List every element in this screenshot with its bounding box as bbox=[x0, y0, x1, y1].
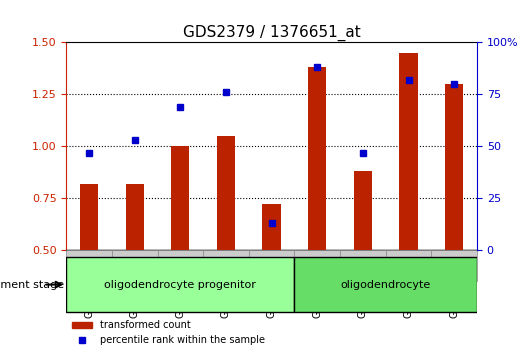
Bar bbox=[112, 250, 157, 281]
Bar bbox=[400, 53, 418, 250]
Text: oligodendrocyte: oligodendrocyte bbox=[341, 280, 431, 290]
Bar bbox=[262, 205, 281, 250]
Legend: transformed count, percentile rank within the sample: transformed count, percentile rank withi… bbox=[68, 316, 269, 349]
FancyBboxPatch shape bbox=[295, 257, 477, 312]
Bar bbox=[354, 171, 372, 250]
Bar bbox=[445, 84, 463, 250]
Bar bbox=[203, 250, 249, 281]
Bar bbox=[126, 184, 144, 250]
Title: GDS2379 / 1376651_at: GDS2379 / 1376651_at bbox=[183, 25, 360, 41]
Bar bbox=[249, 250, 295, 281]
Bar bbox=[66, 250, 112, 281]
Bar bbox=[295, 250, 340, 281]
Bar bbox=[171, 146, 190, 250]
FancyBboxPatch shape bbox=[66, 257, 295, 312]
Bar bbox=[308, 67, 326, 250]
Bar bbox=[340, 250, 386, 281]
Bar bbox=[431, 250, 477, 281]
Bar bbox=[217, 136, 235, 250]
Bar bbox=[80, 184, 98, 250]
Text: oligodendrocyte progenitor: oligodendrocyte progenitor bbox=[104, 280, 257, 290]
Bar bbox=[386, 250, 431, 281]
Text: development stage: development stage bbox=[0, 280, 64, 290]
Bar bbox=[157, 250, 203, 281]
